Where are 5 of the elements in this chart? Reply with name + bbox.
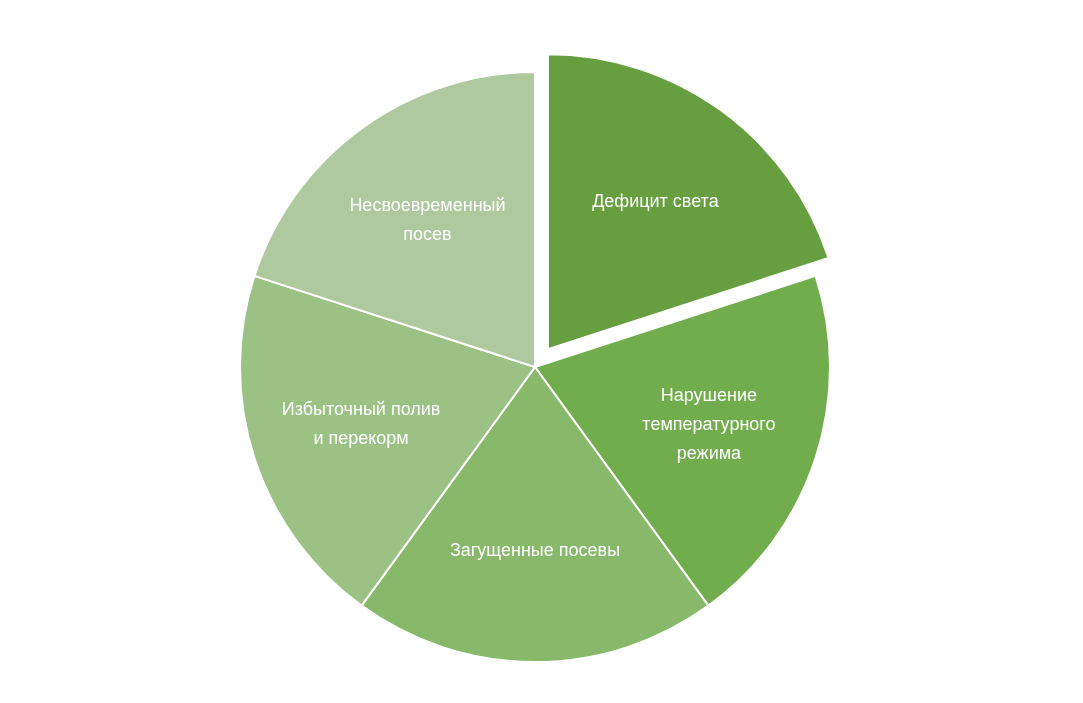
slice-label: Нарушение температурного режима	[642, 384, 776, 463]
slice-label: Дефицит света	[592, 191, 720, 212]
slice-label: Несвоевременный посев	[349, 194, 506, 244]
slice-label: Загущенные посевы	[449, 539, 621, 560]
slice-label: Избыточный полив и перекорм	[281, 399, 441, 449]
